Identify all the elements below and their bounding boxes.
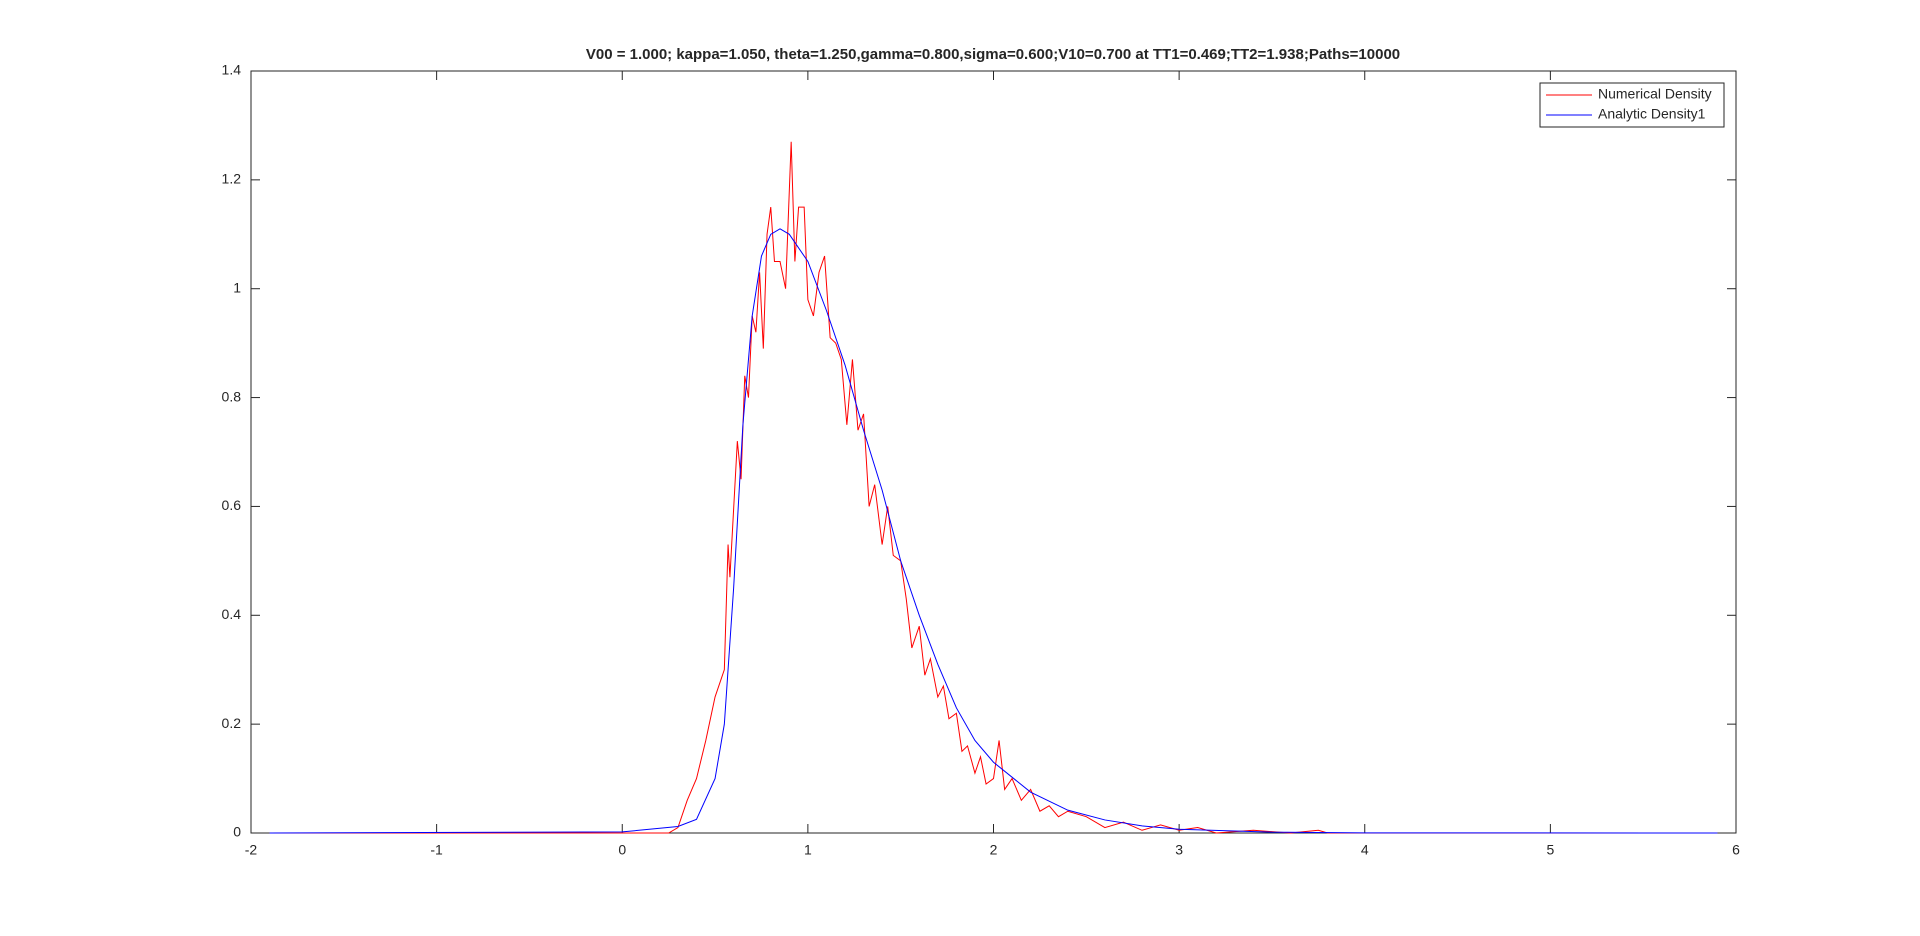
series-line: [269, 228, 1718, 834]
legend-box: [1539, 82, 1725, 128]
x-tick-label: -2: [245, 842, 258, 858]
series-line: [269, 141, 1718, 834]
y-tick-label: 1.4: [222, 62, 242, 78]
x-tick-label: 6: [1732, 842, 1740, 858]
y-tick-label: 0: [233, 824, 241, 840]
chart-title: V00 = 1.000; kappa=1.050, theta=1.250,ga…: [586, 46, 1400, 63]
y-tick-label: 1.2: [222, 171, 242, 187]
y-tick-label: 0.8: [222, 388, 242, 404]
y-tick-label: 1: [233, 279, 241, 295]
x-tick-label: 2: [990, 842, 998, 858]
x-tick-label: 4: [1361, 842, 1369, 858]
x-tick-label: -1: [430, 842, 443, 858]
y-tick-label: 0.6: [222, 497, 242, 513]
y-tick-label: 0.2: [222, 715, 242, 731]
x-tick-label: 3: [1175, 842, 1183, 858]
legend-label: Analytic Density1: [1598, 106, 1706, 122]
x-tick-label: 5: [1546, 842, 1554, 858]
x-tick-label: 1: [804, 842, 812, 858]
y-tick-label: 0.4: [222, 606, 242, 622]
legend-label: Numerical Density: [1598, 86, 1712, 102]
x-tick-label: 0: [618, 842, 626, 858]
plot-area: [250, 70, 1737, 834]
